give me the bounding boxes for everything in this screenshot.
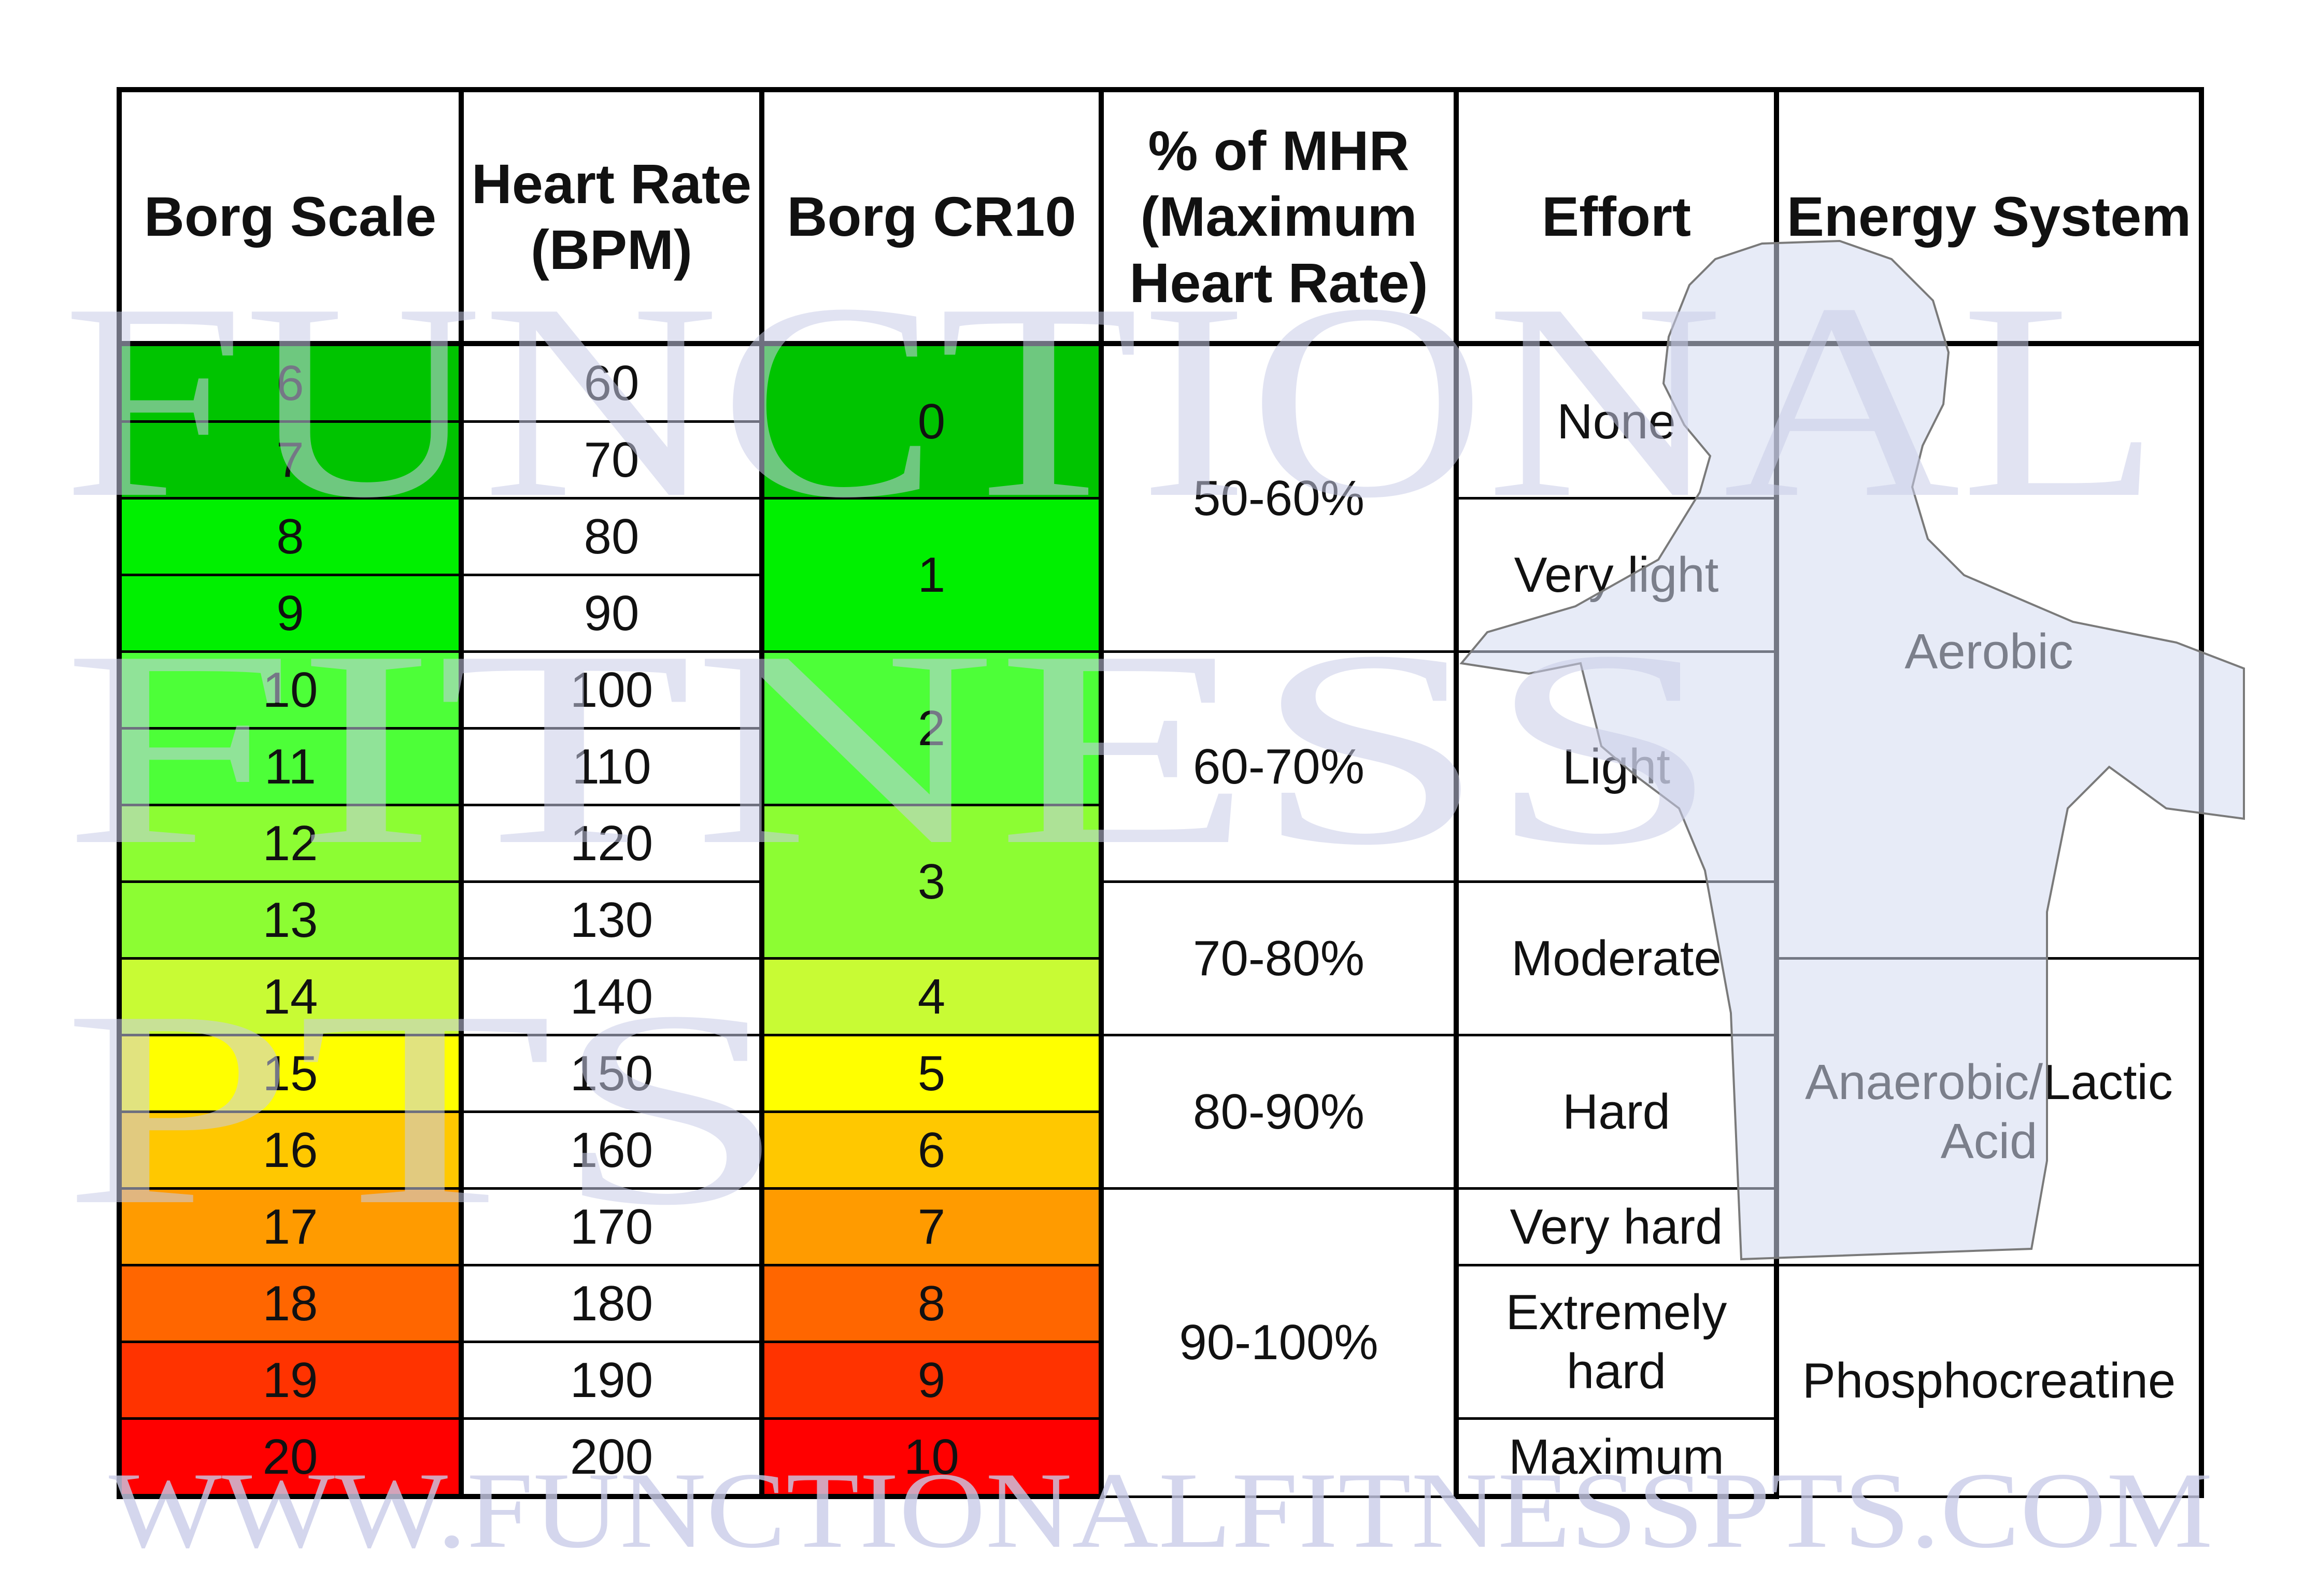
heart-rate-cell: 130 [459, 880, 763, 960]
heart-rate-cell: 90 [459, 574, 763, 653]
cell-text-line: Extremely [1505, 1285, 1727, 1341]
table-row: 9 90 [117, 574, 2201, 653]
cell-text-line: Moderate [1511, 930, 1722, 986]
heart-rate-cell: 100 [459, 650, 763, 730]
energy-system-cell: Phosphocreatine [1774, 1264, 2204, 1498]
borg-cr10-cell: 2 [759, 650, 1103, 806]
borg-scale-cell: 10 [117, 650, 463, 730]
borg-scale-cell: 15 [117, 1034, 463, 1113]
cell-text-line: Hard [1562, 1084, 1671, 1139]
cell-text-line: Acid [1940, 1113, 2038, 1169]
effort-cell: Very light [1454, 497, 1778, 653]
heart-rate-cell: 120 [459, 804, 763, 883]
cell-text-line: Aerobic [1904, 623, 2073, 679]
effort-cell: Hard [1454, 1034, 1778, 1190]
mhr-cell: 90-100% [1099, 1187, 1458, 1498]
borg-cr10-cell: 3 [759, 804, 1103, 960]
borg-cr10-cell: 6 [759, 1110, 1103, 1190]
borg-scale-cell: 7 [117, 420, 463, 500]
header-borg-scale: Borg Scale [117, 87, 463, 346]
borg-cr10-cell: 10 [759, 1417, 1103, 1499]
cell-text-line: hard [1566, 1343, 1667, 1399]
heart-rate-cell: 170 [459, 1187, 763, 1266]
table-row: 6 60 0 50-60% None Aerobic [117, 342, 2204, 960]
header-borg-cr10: Borg CR10 [759, 87, 1103, 346]
table-row: 12 120 3 [117, 804, 2201, 960]
cell-text-line: Anaerobic/Lactic [1805, 1054, 2173, 1110]
borg-scale-cell: 20 [117, 1417, 463, 1499]
header-effort: Effort [1454, 87, 1778, 346]
borg-cr10-cell: 0 [759, 342, 1103, 500]
heart-rate-cell: 150 [459, 1034, 763, 1113]
cell-text-line: Very light [1514, 547, 1719, 603]
table-row: 18 180 8 Extremely hard Phosphocreatine [117, 1264, 2204, 1498]
borg-scale-cell: 12 [117, 804, 463, 883]
heart-rate-cell: 160 [459, 1110, 763, 1190]
heart-rate-cell: 200 [459, 1417, 763, 1499]
header-energy-system: Energy System [1774, 87, 2204, 346]
borg-scale-cell: 18 [117, 1264, 463, 1343]
table-row: 20 200 10 Maximum [117, 1417, 2201, 1499]
borg-cr10-cell: 7 [759, 1187, 1103, 1266]
cell-text-line: Light [1562, 738, 1671, 794]
heart-rate-cell: 80 [459, 497, 763, 576]
borg-scale-cell: 9 [117, 574, 463, 653]
borg-cr10-cell: 8 [759, 1264, 1103, 1343]
effort-cell: Moderate [1454, 880, 1778, 1036]
borg-cr10-cell: 9 [759, 1341, 1103, 1420]
cell-text-line: Maximum [1508, 1429, 1724, 1485]
borg-cr10-cell: 4 [759, 957, 1103, 1036]
borg-scale-cell: 19 [117, 1341, 463, 1420]
heart-rate-cell: 70 [459, 420, 763, 500]
table-row: 11 110 [117, 727, 2201, 806]
table-row: 16 160 6 [117, 1110, 2201, 1190]
borg-scale-cell: 13 [117, 880, 463, 960]
cell-text-line: Very hard [1510, 1199, 1723, 1255]
effort-cell: Light [1454, 650, 1778, 883]
table-body: 6 60 0 50-60% None Aerobic 7 70 8 80 1 Very light 9 9… [117, 342, 2204, 1499]
borg-cr10-cell: 5 [759, 1034, 1103, 1113]
borg-scale-cell: 11 [117, 727, 463, 806]
heart-rate-cell: 140 [459, 957, 763, 1036]
energy-system-cell: Aerobic [1774, 342, 2204, 960]
heart-rate-cell: 110 [459, 727, 763, 806]
heart-rate-cell: 60 [459, 342, 763, 423]
header-row: Borg Scale Heart Rate (BPM) Borg CR10 % … [117, 87, 2204, 346]
mhr-cell: 70-80% [1099, 880, 1458, 1036]
effort-cell: Maximum [1454, 1417, 1778, 1499]
borg-scale-cell: 17 [117, 1187, 463, 1266]
table-row: 7 70 [117, 420, 2201, 500]
effort-cell: Very hard [1454, 1187, 1778, 1266]
mhr-cell: 50-60% [1099, 342, 1458, 653]
effort-cell: Extremely hard [1454, 1264, 1778, 1420]
heart-rate-cell: 180 [459, 1264, 763, 1343]
borg-scale-table: Borg Scale Heart Rate (BPM) Borg CR10 % … [117, 87, 2204, 1499]
effort-cell: None [1454, 342, 1778, 500]
header-heart-rate: Heart Rate (BPM) [459, 87, 763, 346]
cell-text-line: None [1557, 393, 1676, 449]
borg-scale-cell: 14 [117, 957, 463, 1036]
mhr-cell: 60-70% [1099, 650, 1458, 883]
header-mhr: % of MHR (Maximum Heart Rate) [1099, 87, 1458, 346]
borg-scale-cell: 8 [117, 497, 463, 576]
borg-scale-cell: 6 [117, 342, 463, 423]
energy-system-cell: Anaerobic/Lactic Acid [1774, 957, 2204, 1266]
cell-text-line: Phosphocreatine [1802, 1353, 2176, 1409]
borg-scale-cell: 16 [117, 1110, 463, 1190]
heart-rate-cell: 190 [459, 1341, 763, 1420]
mhr-cell: 80-90% [1099, 1034, 1458, 1190]
borg-cr10-cell: 1 [759, 497, 1103, 653]
table-row: 19 190 9 [117, 1341, 2201, 1420]
